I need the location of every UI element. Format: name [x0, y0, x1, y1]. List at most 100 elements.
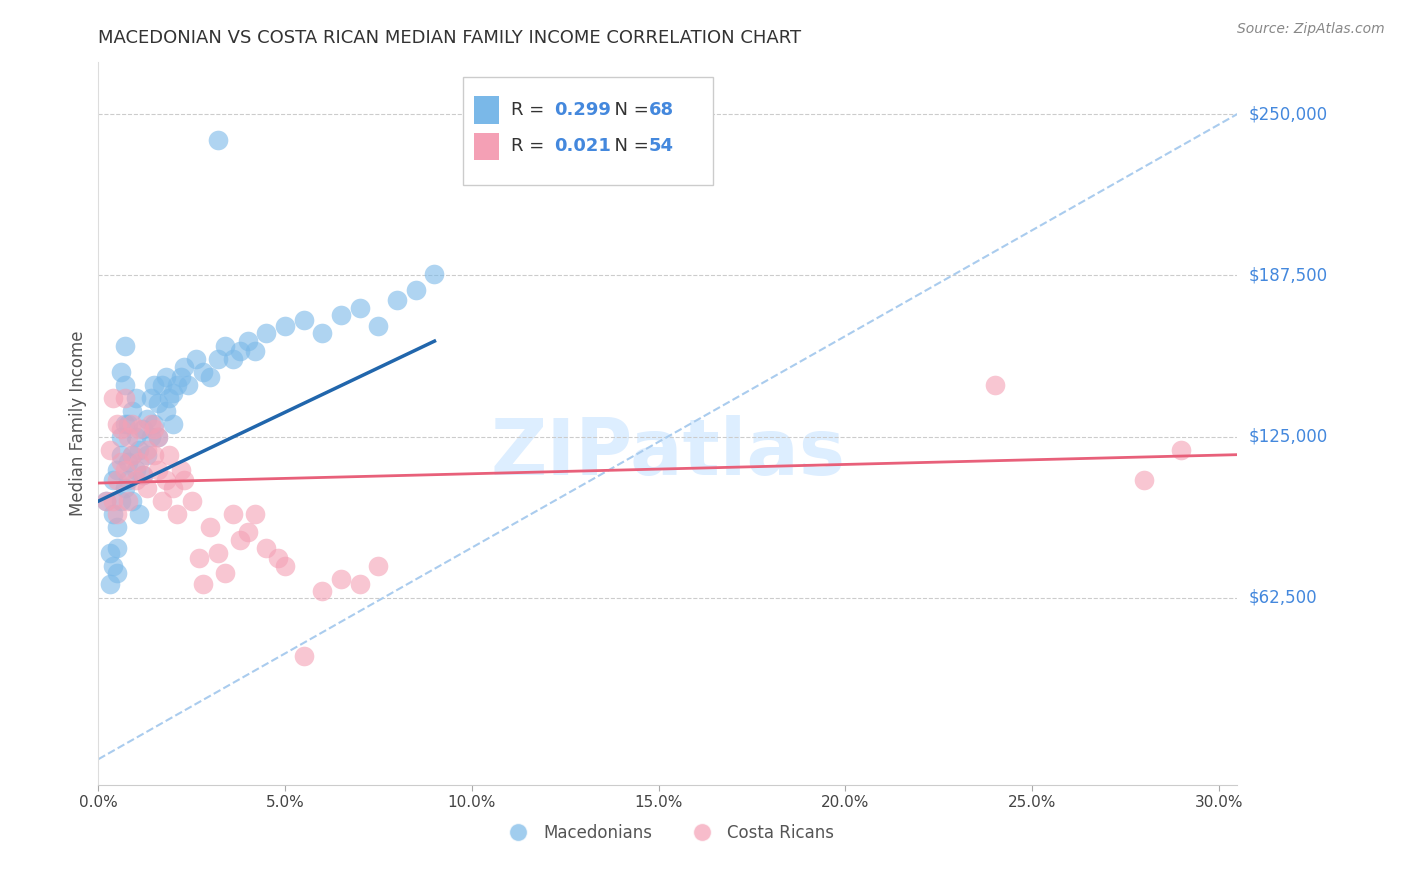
Point — [139, 391, 162, 405]
Legend: Macedonians, Costa Ricans: Macedonians, Costa Ricans — [495, 818, 841, 849]
Point — [143, 417, 166, 431]
Point — [150, 378, 173, 392]
Text: $125,000: $125,000 — [1249, 427, 1327, 446]
Point — [180, 494, 202, 508]
Point — [128, 455, 150, 469]
Point — [94, 494, 117, 508]
FancyBboxPatch shape — [474, 96, 499, 124]
FancyBboxPatch shape — [474, 133, 499, 160]
Point — [143, 378, 166, 392]
Text: $62,500: $62,500 — [1249, 589, 1317, 607]
Point — [114, 463, 136, 477]
Point — [349, 301, 371, 315]
Point — [169, 463, 191, 477]
Text: 0.021: 0.021 — [554, 137, 610, 155]
Point — [98, 442, 121, 457]
FancyBboxPatch shape — [463, 77, 713, 186]
Text: $250,000: $250,000 — [1249, 105, 1327, 123]
Point — [105, 566, 128, 581]
Point — [98, 576, 121, 591]
Point — [1170, 442, 1192, 457]
Point — [166, 378, 188, 392]
Point — [150, 494, 173, 508]
Point — [274, 558, 297, 573]
Point — [162, 481, 184, 495]
Point — [207, 546, 229, 560]
Point — [222, 507, 245, 521]
Point — [200, 520, 222, 534]
Point — [157, 448, 180, 462]
Point — [256, 326, 278, 341]
Point — [114, 391, 136, 405]
Point — [110, 494, 132, 508]
Point — [136, 481, 159, 495]
Point — [177, 378, 200, 392]
Point — [1133, 474, 1156, 488]
Point — [146, 429, 169, 443]
Point — [191, 576, 214, 591]
Point — [155, 370, 177, 384]
Point — [214, 339, 236, 353]
Text: Source: ZipAtlas.com: Source: ZipAtlas.com — [1237, 22, 1385, 37]
Point — [367, 558, 389, 573]
Point — [121, 448, 143, 462]
Text: N =: N = — [603, 101, 654, 120]
Point — [200, 370, 222, 384]
Point — [311, 584, 333, 599]
Point — [128, 422, 150, 436]
Point — [983, 378, 1005, 392]
Point — [139, 417, 162, 431]
Point — [256, 541, 278, 555]
Point — [385, 293, 408, 307]
Point — [128, 507, 150, 521]
Point — [114, 378, 136, 392]
Point — [188, 550, 211, 565]
Point — [114, 417, 136, 431]
Point — [117, 455, 139, 469]
Point — [405, 283, 427, 297]
Point — [117, 429, 139, 443]
Point — [139, 429, 162, 443]
Point — [98, 546, 121, 560]
Point — [105, 417, 128, 431]
Point — [136, 442, 159, 457]
Point — [229, 533, 252, 547]
Point — [136, 411, 159, 425]
Point — [132, 468, 155, 483]
Point — [114, 481, 136, 495]
Point — [132, 468, 155, 483]
Point — [105, 474, 128, 488]
Point — [166, 507, 188, 521]
Point — [146, 396, 169, 410]
Point — [330, 572, 353, 586]
Point — [136, 448, 159, 462]
Point — [103, 494, 125, 508]
Point — [173, 359, 195, 374]
Point — [125, 474, 148, 488]
Point — [121, 494, 143, 508]
Point — [121, 404, 143, 418]
Point — [330, 308, 353, 322]
Point — [132, 422, 155, 436]
Point — [229, 344, 252, 359]
Point — [146, 429, 169, 443]
Point — [125, 391, 148, 405]
Point — [103, 558, 125, 573]
Text: ZIPatlas: ZIPatlas — [491, 415, 845, 491]
Point — [349, 576, 371, 591]
Point — [110, 365, 132, 379]
Point — [105, 507, 128, 521]
Point — [311, 326, 333, 341]
Point — [155, 474, 177, 488]
Point — [103, 391, 125, 405]
Point — [236, 524, 259, 539]
Point — [173, 474, 195, 488]
Point — [143, 422, 166, 436]
Point — [103, 474, 125, 488]
Point — [222, 352, 245, 367]
Point — [266, 550, 288, 565]
Text: R =: R = — [510, 137, 550, 155]
Point — [105, 520, 128, 534]
Point — [367, 318, 389, 333]
Point — [162, 385, 184, 400]
